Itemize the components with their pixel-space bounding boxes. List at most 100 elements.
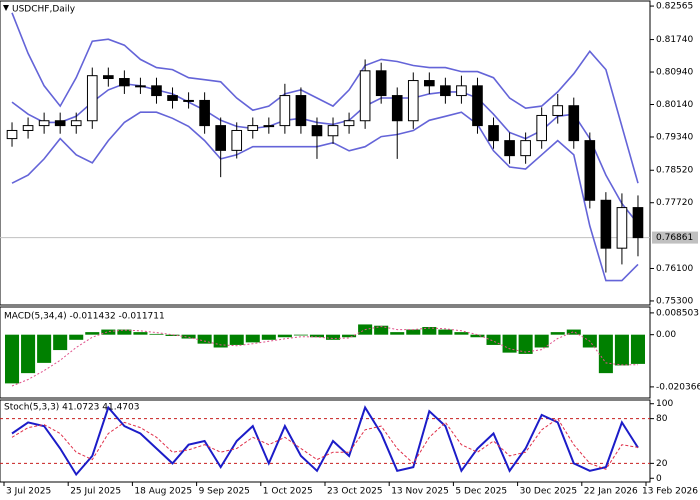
y-tick-label: 0.75300 [656, 296, 693, 306]
last-price-label: 0.76861 [656, 233, 693, 243]
macd-bar [245, 334, 260, 343]
macd-bar [277, 334, 292, 338]
macd-bar [630, 334, 645, 364]
macd-bar [438, 329, 453, 335]
macd-bar [454, 332, 469, 335]
macd-bar [534, 334, 549, 348]
chart-title: USDCHF,Daily [12, 5, 76, 15]
bollinger-lower [11, 111, 639, 282]
y-tick-label: 0 [656, 474, 662, 484]
macd-bar [293, 334, 308, 336]
macd-bar [342, 334, 357, 338]
candle-body [263, 125, 275, 128]
candle-body [295, 95, 307, 127]
macd-bar [326, 334, 341, 340]
y-tick-label: 0.77720 [656, 198, 693, 208]
candle-body [568, 105, 580, 142]
candle-body [247, 125, 259, 131]
macd-bar [550, 332, 565, 335]
x-tick-label: 25 Jul 2025 [70, 487, 121, 497]
candle-body [600, 199, 612, 249]
y-tick-label: -0.020366 [656, 382, 700, 392]
macd-bar [598, 334, 613, 374]
y-tick-label: 0.81740 [656, 35, 693, 45]
candle-body [231, 129, 243, 151]
x-tick-label: 1 Oct 2025 [263, 487, 313, 497]
macd-bar [5, 334, 20, 384]
macd-bar [53, 334, 68, 351]
macd-bar [261, 334, 276, 340]
panel-frame [0, 306, 651, 399]
macd-bar [133, 332, 148, 335]
candle-body [119, 78, 130, 87]
macd-bar [406, 329, 421, 335]
x-tick-label: 5 Dec 2025 [455, 487, 507, 497]
macd-title: MACD(5,34,4) -0.011432 -0.011711 [4, 312, 165, 322]
macd-bar [21, 334, 36, 374]
x-tick-label: 22 Jan 2026 [584, 487, 638, 497]
macd-bar [37, 334, 52, 363]
candle-body [488, 125, 499, 142]
y-tick-label: 0.82565 [656, 2, 693, 12]
x-tick-label: 13 Feb 2026 [642, 487, 698, 497]
panel-frame [0, 399, 651, 483]
candle-body [199, 99, 210, 127]
macd-bar [614, 334, 629, 366]
candle-body [215, 125, 226, 151]
candle-body [343, 120, 355, 127]
candle-body [70, 120, 82, 127]
candle-body [552, 105, 564, 116]
candle-body [167, 95, 178, 101]
x-tick-label: 3 Jul 2025 [6, 487, 51, 497]
macd-bar [229, 334, 244, 345]
candle-body [103, 75, 114, 80]
candle-body [456, 85, 467, 97]
macd-bar [566, 329, 581, 335]
last-price-box [652, 231, 698, 244]
macd-bar [502, 334, 517, 353]
macd-bar [101, 329, 116, 335]
candle-body [504, 140, 515, 157]
candle-body [359, 70, 371, 122]
candle-body [38, 120, 50, 127]
bollinger-middle [11, 82, 639, 225]
candle-body [86, 75, 98, 122]
candle-body [327, 125, 339, 137]
candle-body [22, 125, 34, 131]
candle-body [407, 80, 419, 122]
panel-frame [0, 0, 651, 306]
candle-body [375, 70, 387, 97]
symbol-icon [3, 5, 9, 11]
macd-bar [374, 325, 389, 335]
candle-body [520, 140, 531, 157]
y-tick-label: 0.79340 [656, 132, 693, 142]
y-tick-label: 0.00 [656, 330, 676, 340]
candle-body [151, 85, 162, 97]
macd-bar [197, 334, 212, 344]
candle-body [616, 207, 628, 249]
macd-bar [213, 334, 228, 348]
y-tick-label: 0.80140 [656, 100, 693, 110]
candle-body [311, 125, 323, 137]
x-tick-label: 18 Aug 2025 [134, 487, 192, 497]
candle-body [54, 120, 66, 127]
candle-body [440, 85, 451, 97]
y-tick-label: 100 [656, 399, 673, 409]
macd-bar [165, 334, 180, 336]
y-tick-label: 20 [656, 459, 668, 469]
y-tick-label: 0.80940 [656, 68, 693, 78]
candle-body [584, 140, 596, 201]
candle-body [135, 85, 146, 88]
macd-bar [309, 334, 324, 338]
macd-bar [422, 326, 437, 335]
y-tick-label: 0.78520 [656, 166, 693, 176]
candle-body [536, 114, 547, 142]
x-tick-label: 23 Oct 2025 [327, 487, 383, 497]
macd-bar [470, 334, 485, 338]
stoch-signal [11, 417, 639, 470]
y-tick-label: 0.008503 [656, 308, 699, 318]
candle-body [183, 99, 194, 102]
macd-bar [117, 329, 132, 335]
